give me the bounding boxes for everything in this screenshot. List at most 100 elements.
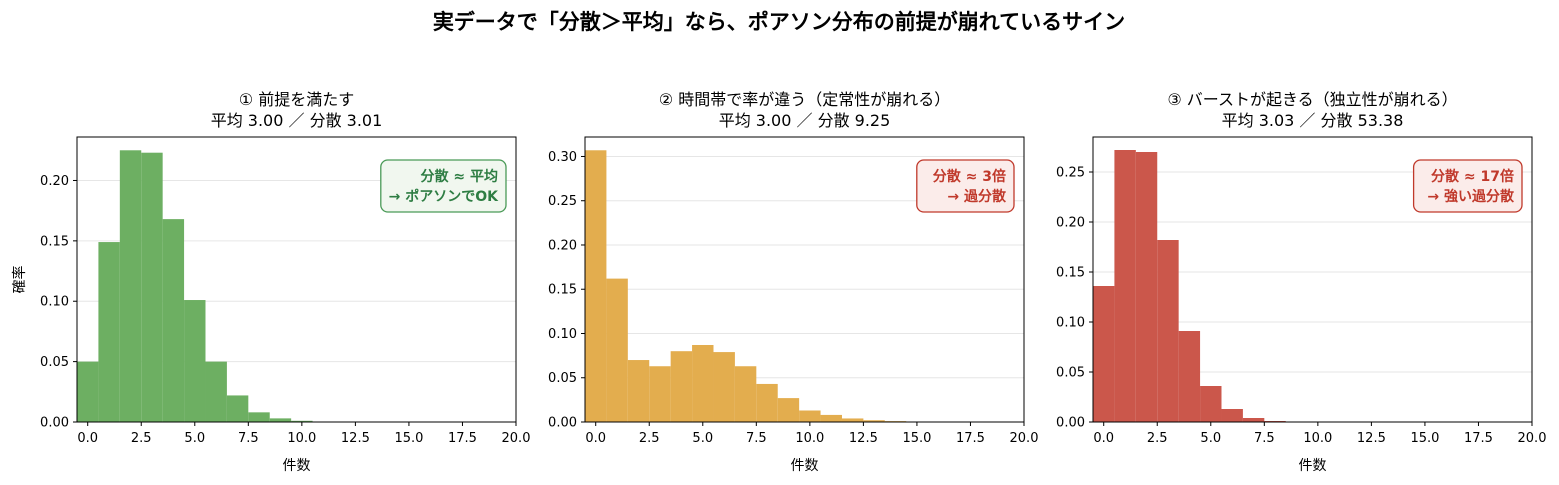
bar-8	[248, 412, 270, 422]
annotation-badge	[916, 159, 1015, 213]
panel-subtitle: 平均 3.00 ／ 分散 3.01	[211, 111, 383, 130]
bar-9	[269, 418, 292, 422]
y-tick-label: 0.15	[40, 234, 69, 249]
x-tick-label: 7.5	[746, 431, 767, 446]
x-tick-label: 20.0	[502, 431, 531, 446]
bar-5	[692, 344, 714, 422]
panel-subtitle: 平均 3.03 ／ 分散 53.38	[1222, 111, 1404, 130]
annotation-text: → 強い過分散	[1427, 188, 1515, 205]
x-tick-label: 12.5	[849, 431, 878, 446]
chart-panel-1: 0.0 2.5 5.0 7.5 10.0 12.5 15.0 17.5 20.0 0.00 0.05…	[11, 90, 530, 474]
bar-7	[226, 395, 249, 422]
bar-4	[1178, 331, 1201, 422]
y-tick-label: 0.10	[1056, 316, 1085, 331]
y-tick-label: 0.25	[1056, 166, 1085, 181]
y-tick-label: 0.05	[40, 355, 69, 370]
bar-5	[184, 300, 206, 422]
axes-frame	[76, 136, 517, 423]
y-tick-label: 0.10	[40, 295, 69, 310]
bar-1	[606, 278, 628, 422]
bar-3	[649, 366, 671, 422]
x-tick-label: 17.5	[1464, 431, 1493, 446]
bar-7	[1242, 418, 1265, 422]
x-tick-label: 7.5	[238, 431, 259, 446]
y-tick-label: 0.15	[548, 283, 577, 298]
y-tick-label: 0.25	[548, 194, 577, 209]
x-tick-label: 7.5	[1254, 431, 1275, 446]
panel-title: ① 前提を満たす	[239, 90, 354, 109]
bar-11	[820, 414, 842, 422]
x-tick-label: 2.5	[639, 431, 660, 446]
bar-6	[1221, 409, 1243, 422]
panel-title: ③ バーストが起きる（独立性が崩れる）	[1167, 90, 1457, 109]
bar-7	[734, 366, 757, 422]
x-tick-label: 15.0	[902, 431, 931, 446]
x-tick-label: 2.5	[131, 431, 152, 446]
x-tick-label: 5.0	[1200, 431, 1221, 446]
bar-6	[713, 352, 735, 422]
bar-9	[777, 398, 800, 422]
y-tick-label: 0.20	[1056, 216, 1085, 231]
x-tick-label: 10.0	[1303, 431, 1332, 446]
x-tick-label: 5.0	[692, 431, 713, 446]
x-tick-label: 12.5	[1357, 431, 1386, 446]
x-tick-label: 12.5	[341, 431, 370, 446]
bars	[1093, 150, 1286, 422]
y-tick-label: 0.10	[548, 327, 577, 342]
bar-3	[1157, 240, 1179, 422]
x-tick-label: 17.5	[448, 431, 477, 446]
bar-13	[863, 420, 885, 422]
bar-2	[627, 360, 650, 422]
y-tick-label: 0.00	[548, 416, 577, 431]
bar-3	[141, 152, 163, 422]
x-tick-label: 20.0	[1518, 431, 1547, 446]
x-tick-label: 20.0	[1010, 431, 1039, 446]
bar-1	[98, 242, 120, 422]
bar-5	[1200, 386, 1222, 422]
bars	[585, 150, 907, 422]
x-tick-label: 10.0	[287, 431, 316, 446]
bar-0	[585, 150, 607, 422]
annotation-text: → 過分散	[947, 188, 1007, 205]
annotation-badge	[1412, 159, 1523, 213]
x-tick-label: 0.0	[1093, 431, 1114, 446]
bars	[77, 150, 313, 422]
figure-title: 実データで「分散＞平均」なら、ポアソン分布の前提が崩れているサイン	[433, 10, 1125, 34]
x-tick-label: 5.0	[184, 431, 205, 446]
bar-12	[841, 418, 864, 422]
bar-10	[799, 410, 821, 422]
bar-1	[1114, 150, 1136, 422]
annotation-text: → ポアソンでOK	[389, 188, 500, 205]
chart-panel-2: 0.0 2.5 5.0 7.5 10.0 12.5 15.0 17.5 20.0 0.00 0.05…	[548, 90, 1038, 474]
y-tick-label: 0.20	[548, 238, 577, 253]
x-tick-label: 15.0	[394, 431, 423, 446]
annotation-badge	[380, 159, 507, 213]
chart-panel-3: 0.0 2.5 5.0 7.5 10.0 12.5 15.0 17.5 20.0 0.00 0.05…	[1056, 90, 1546, 474]
y-tick-label: 0.30	[548, 150, 577, 165]
panel-title: ② 時間帯で率が違う（定常性が崩れる）	[659, 90, 950, 109]
annotation-text: 分散 ≈ 3倍	[933, 168, 1006, 185]
panels: 0.0 2.5 5.0 7.5 10.0 12.5 15.0 17.5 20.00.000.05…	[11, 90, 1546, 474]
x-tick-label: 15.0	[1410, 431, 1439, 446]
annotation-text: 分散 ≈ 17倍	[1431, 168, 1514, 185]
y-tick-label: 0.15	[1056, 266, 1085, 281]
axes-frame	[1092, 136, 1533, 423]
y-axis-label: 確率	[11, 266, 28, 294]
x-tick-label: 2.5	[1147, 431, 1168, 446]
bar-0	[77, 361, 99, 422]
x-tick-label: 10.0	[795, 431, 824, 446]
y-tick-label: 0.00	[40, 416, 69, 431]
bar-2	[119, 150, 142, 422]
bar-2	[1135, 152, 1158, 422]
y-tick-label: 0.20	[40, 174, 69, 189]
x-axis-label: 件数	[283, 458, 311, 474]
bar-6	[205, 361, 227, 422]
x-axis-label: 件数	[791, 458, 819, 474]
x-tick-label: 0.0	[77, 431, 98, 446]
bar-0	[1093, 286, 1115, 422]
axes-frame	[584, 136, 1025, 423]
y-tick-label: 0.05	[548, 371, 577, 386]
bar-4	[162, 219, 185, 422]
bar-10	[291, 420, 313, 422]
